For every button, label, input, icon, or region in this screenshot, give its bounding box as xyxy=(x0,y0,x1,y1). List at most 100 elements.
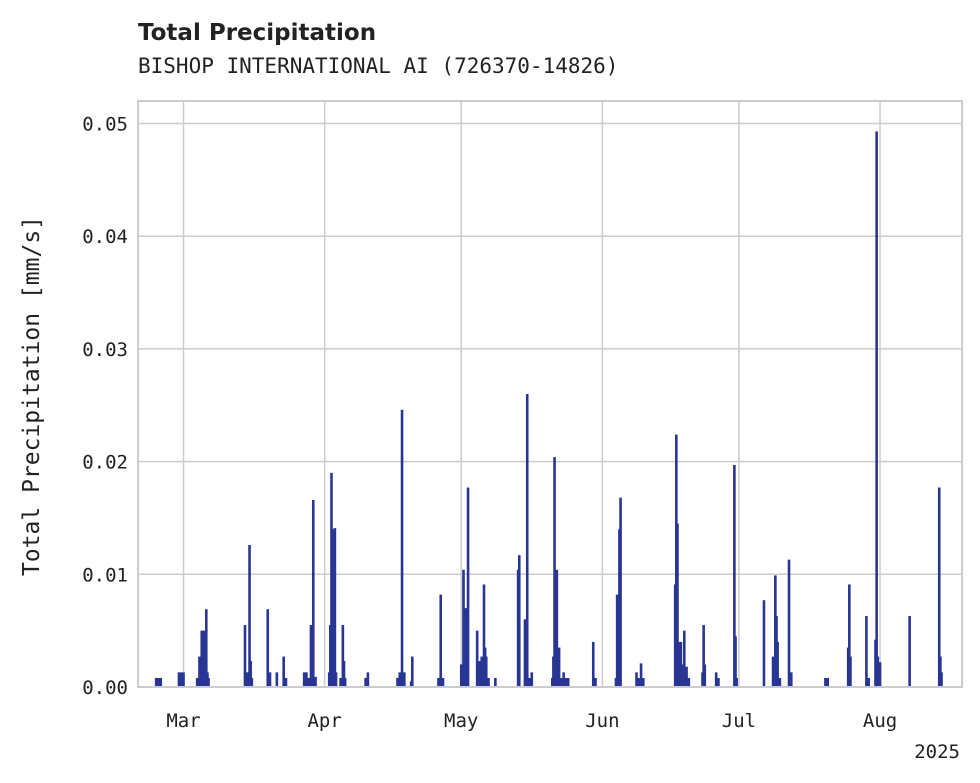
precipitation-bar xyxy=(250,677,254,687)
precipitation-bar xyxy=(179,672,183,687)
precipitation-bar xyxy=(480,656,484,687)
precipitation-bar xyxy=(875,131,878,687)
precipitation-bars xyxy=(154,131,943,687)
precipitation-bar xyxy=(198,656,201,687)
precipitation-bar xyxy=(487,677,490,687)
precipitation-bar xyxy=(202,630,206,687)
precipitation-bar xyxy=(639,663,643,687)
precipitation-bar xyxy=(908,616,911,687)
y-tick-label: 0.02 xyxy=(82,452,128,474)
precipitation-bar xyxy=(594,677,597,687)
precipitation-bar xyxy=(787,559,791,687)
precipitation-bar xyxy=(307,677,311,687)
precipitation-bar xyxy=(685,666,688,687)
precipitation-bar xyxy=(849,656,852,687)
precipitation-bar xyxy=(333,528,337,687)
precipitation-bar xyxy=(734,636,737,687)
precipitation-bar xyxy=(466,487,470,687)
precipitation-bar xyxy=(735,677,738,687)
precipitation-bar xyxy=(268,672,272,687)
precipitation-bar xyxy=(494,677,497,687)
precipitation-bar xyxy=(789,672,793,687)
chart-subtitle: BISHOP INTERNATIONAL AI (726370-14826) xyxy=(138,54,618,78)
precipitation-bar xyxy=(687,677,691,687)
precipitation-bar xyxy=(366,672,370,687)
precipitation-bar xyxy=(676,523,679,687)
precipitation-bar xyxy=(482,584,486,687)
precipitation-bar xyxy=(560,677,563,687)
precipitation-bar xyxy=(703,664,707,687)
precipitation-bar xyxy=(439,594,443,687)
precipitation-bar xyxy=(762,600,766,687)
y-tick-label: 0.05 xyxy=(82,114,128,136)
precipitation-bar xyxy=(680,664,684,687)
plot-frame xyxy=(137,100,963,688)
precipitation-bar xyxy=(484,656,488,687)
precipitation-bar xyxy=(200,630,204,687)
precipitation-bar xyxy=(207,677,210,687)
precipitation-bar xyxy=(619,497,622,687)
precipitation-bar xyxy=(459,664,463,687)
precipitation-bar xyxy=(364,677,367,687)
precipitation-bar xyxy=(331,529,334,687)
y-tick-label: 0.00 xyxy=(82,677,128,699)
x-tick-label: Jul xyxy=(722,710,756,732)
precipitation-bar xyxy=(642,677,645,687)
precipitation-bar xyxy=(243,625,247,687)
precipitation-bar xyxy=(341,625,345,687)
x-tick-label: Aug xyxy=(863,710,897,732)
precipitation-bar xyxy=(848,584,851,687)
precipitation-bar xyxy=(154,677,158,687)
x-tick-label: May xyxy=(444,710,478,732)
precipitation-bar xyxy=(557,647,561,687)
precipitation-bar xyxy=(275,672,279,687)
precipitation-bar xyxy=(865,616,868,687)
x-tick-label: Jun xyxy=(585,710,619,732)
precipitation-bar xyxy=(635,672,638,687)
precipitation-bar xyxy=(400,409,404,687)
precipitation-bar xyxy=(343,677,347,687)
precipitation-bar xyxy=(396,677,399,687)
precipitation-bar xyxy=(939,656,942,687)
precipitation-bar xyxy=(562,672,565,687)
precipitation-bar xyxy=(334,672,338,687)
precipitation-bar xyxy=(309,625,313,687)
precipitation-bar xyxy=(475,630,479,687)
precipitation-bar xyxy=(204,609,208,687)
precipitation-bar xyxy=(266,609,270,687)
y-axis-ticks: 0.00 0.01 0.02 0.03 0.04 0.05 xyxy=(82,114,128,699)
precipitation-bar xyxy=(867,677,870,687)
x-axis-ticks: Mar Apr May Jun Jul Aug xyxy=(166,710,897,732)
y-tick-label: 0.03 xyxy=(82,339,128,361)
precipitation-bar xyxy=(159,677,163,687)
x-tick-label: Mar xyxy=(166,710,200,732)
precipitation-bar xyxy=(249,661,252,687)
x-tick-label: Apr xyxy=(307,710,341,732)
y-axis-label: Total Precipitation [mm/s] xyxy=(19,216,45,576)
precipitation-bar xyxy=(776,641,779,687)
precipitation-bar xyxy=(824,677,827,687)
precipitation-bar xyxy=(182,672,185,687)
precipitation-bar xyxy=(245,672,249,687)
precipitation-bar xyxy=(717,677,720,687)
y-tick-label: 0.01 xyxy=(82,564,128,586)
precipitation-bar xyxy=(679,641,683,687)
precipitation-bar xyxy=(591,641,595,687)
precipitation-bar xyxy=(714,672,718,687)
precipitation-bar xyxy=(157,677,160,687)
precipitation-bar xyxy=(441,677,445,687)
y-tick-label: 0.04 xyxy=(82,226,128,248)
precipitation-bar xyxy=(937,487,941,687)
precipitation-bar xyxy=(314,676,317,687)
precipitation-bar xyxy=(523,619,527,687)
precipitation-bar xyxy=(637,677,641,687)
precipitation-bar xyxy=(525,394,529,687)
precipitation-bar xyxy=(282,656,285,687)
precipitation-bar xyxy=(528,677,531,687)
precipitation-bar xyxy=(410,656,414,687)
precipitation-bar xyxy=(342,661,346,687)
precipitation-bar xyxy=(876,656,880,687)
precipitation-bar xyxy=(566,677,570,687)
precipitation-bar xyxy=(615,594,619,687)
